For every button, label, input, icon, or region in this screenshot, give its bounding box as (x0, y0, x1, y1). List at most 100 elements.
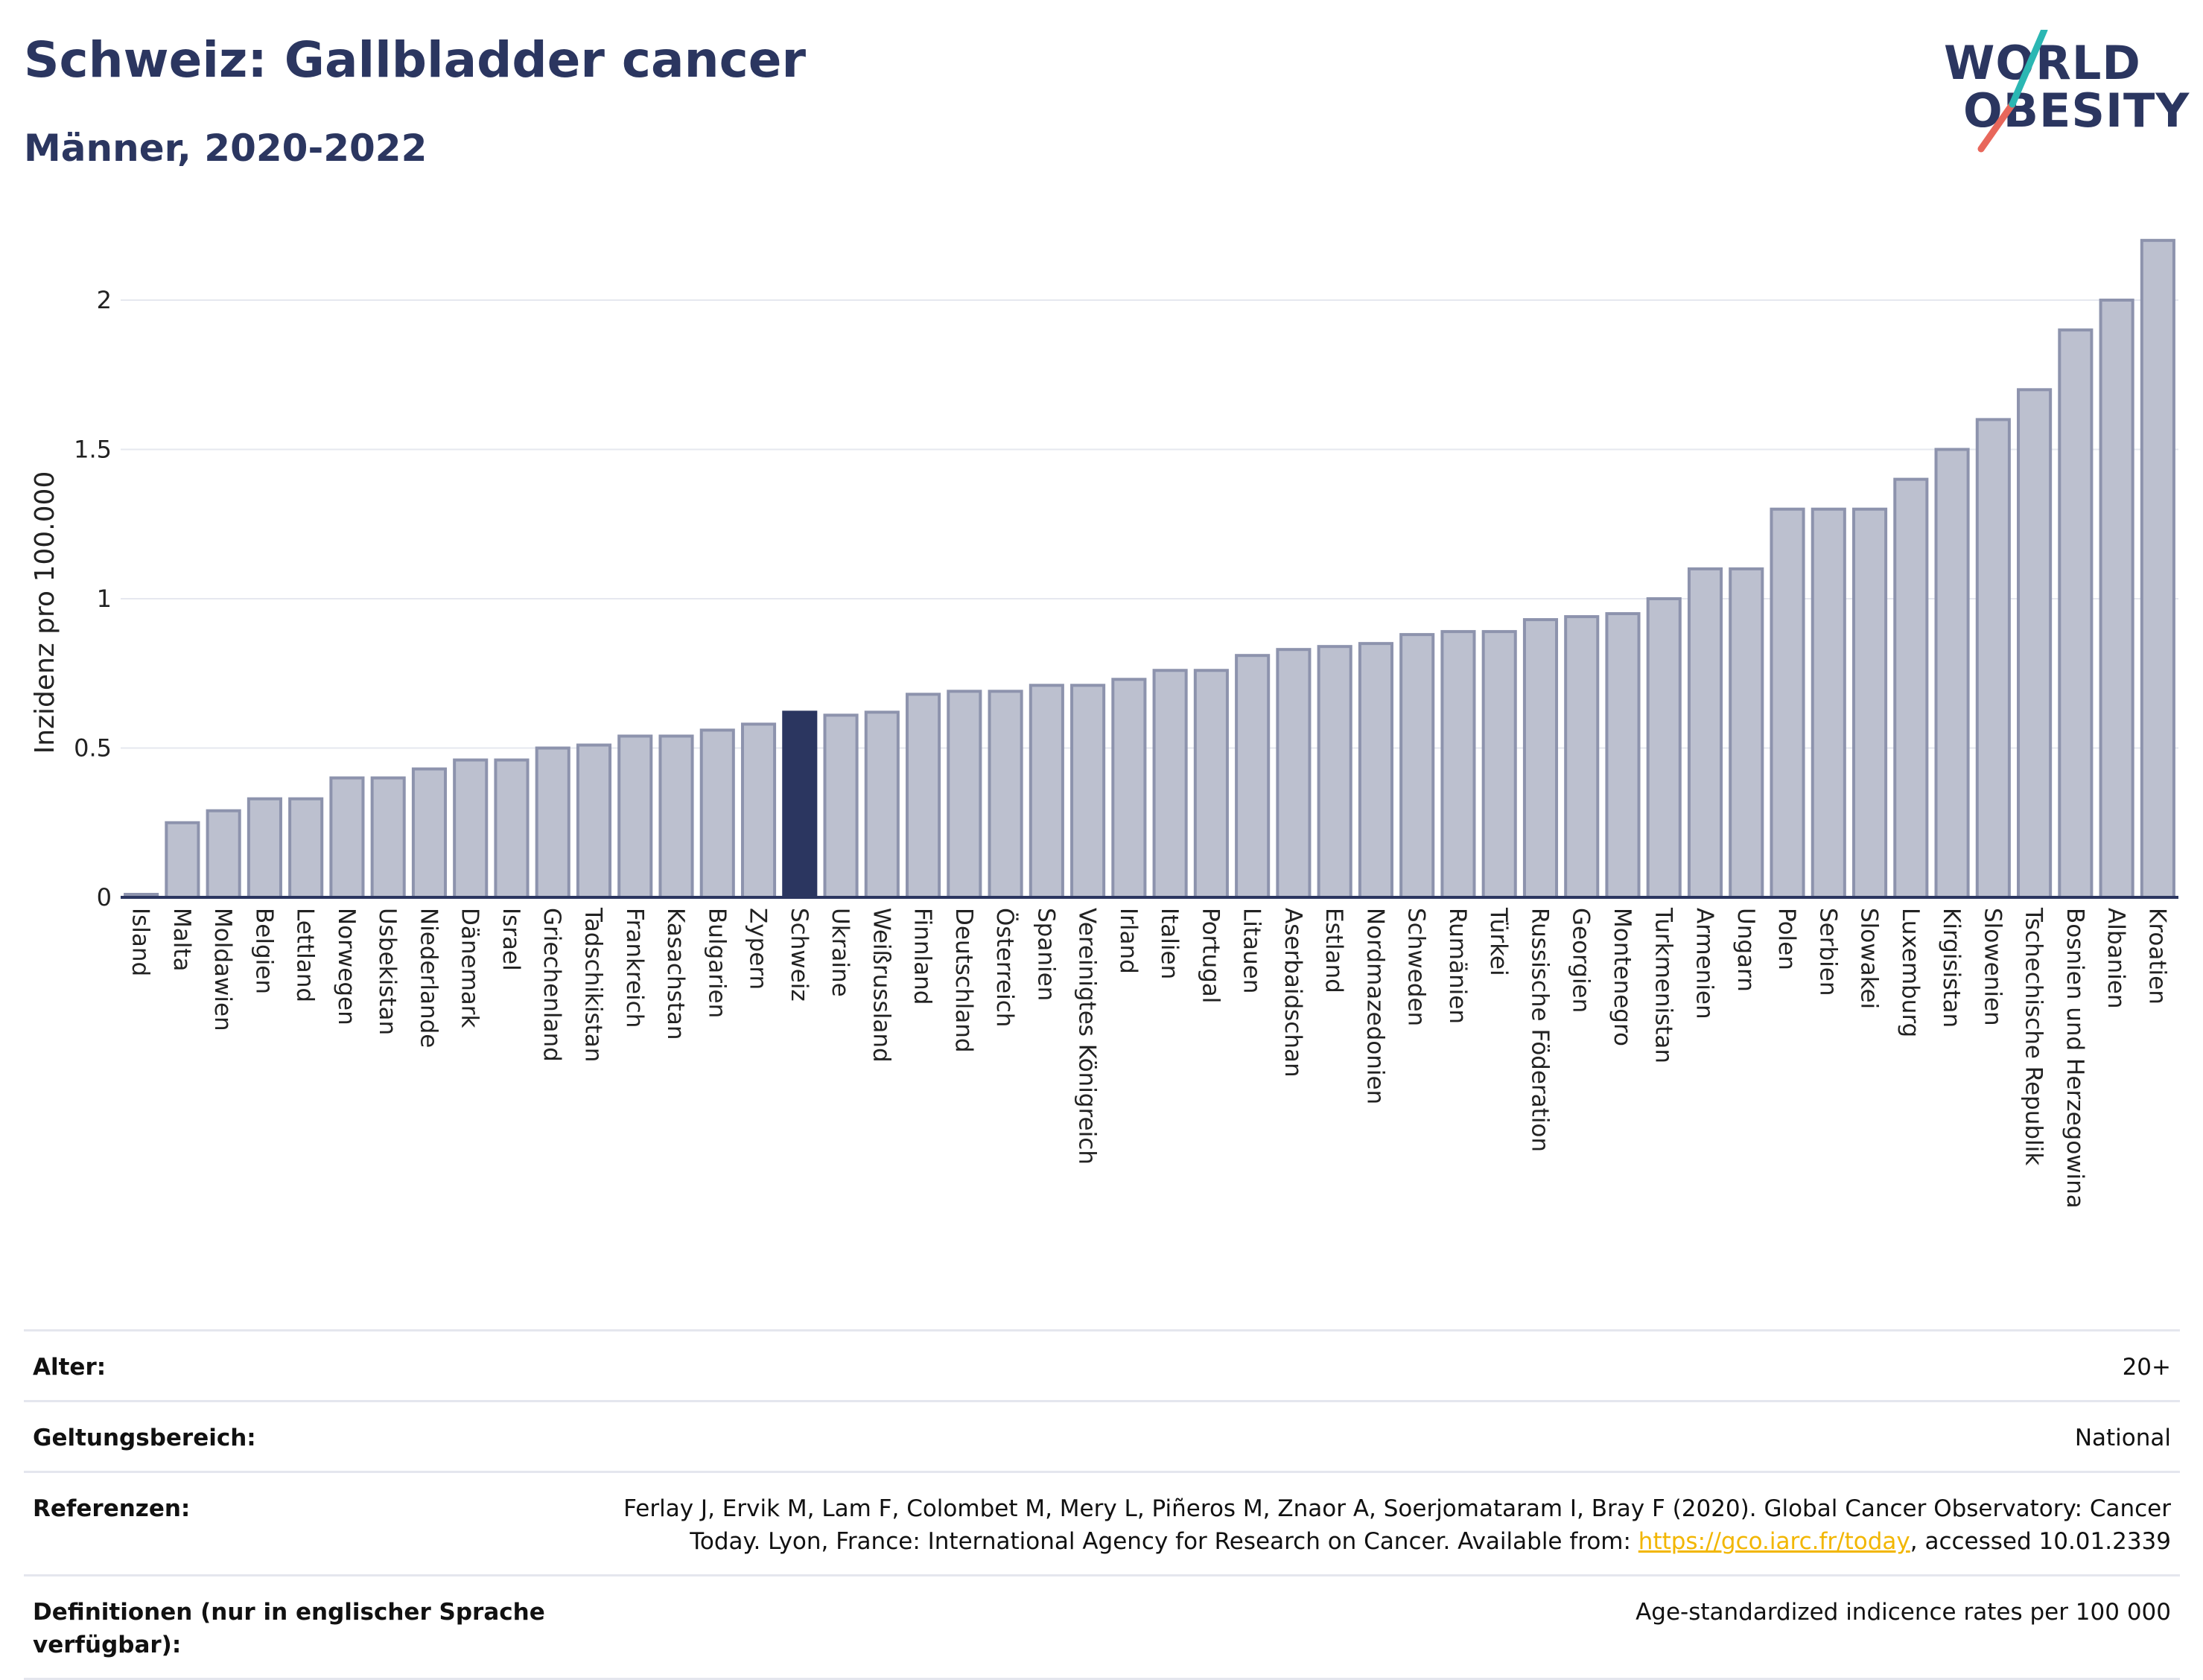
bar (1481, 630, 1517, 899)
x-tick-label: Rumänien (1444, 908, 1471, 1024)
x-tick-label: Norwegen (333, 908, 360, 1025)
chart-title: Schweiz: Gallbladder cancer (24, 31, 807, 89)
x-tick-label: Polen (1773, 908, 1800, 970)
bar (453, 758, 489, 899)
x-tick-label: Kasachstan (662, 908, 689, 1040)
bar (988, 690, 1023, 899)
bar (699, 728, 735, 899)
x-tick-label: Malta (168, 908, 195, 972)
bar (1276, 648, 1312, 899)
bar (1811, 507, 1846, 899)
bar (411, 767, 448, 899)
bar (1358, 642, 1393, 900)
bar (494, 758, 530, 899)
y-axis-title: Inzidenz pro 100.000 (30, 471, 60, 754)
bar (1646, 597, 1682, 899)
bar (288, 797, 324, 899)
bar (1851, 507, 1888, 899)
bar (535, 746, 570, 899)
references-label: Referenzen: (33, 1495, 191, 1522)
info-row-references: Referenzen: Ferlay J, Ervik M, Lam F, Co… (24, 1471, 2180, 1574)
x-tick-label: Frankreich (621, 908, 648, 1028)
x-tick-label: Bosnien und Herzegowina (2061, 908, 2088, 1209)
definitions-label: Definitionen (nur in englischer Sprache … (33, 1599, 545, 1658)
bar (1975, 418, 2011, 899)
bar (1193, 669, 1229, 899)
x-tick-label: Niederlande (415, 908, 442, 1048)
bar (329, 776, 365, 899)
x-tick-label: Israel (497, 908, 524, 971)
bar (906, 693, 941, 899)
x-tick-label: Aserbaidschan (1279, 908, 1306, 1078)
x-tick-label: Usbekistan (374, 908, 401, 1035)
bar (1111, 678, 1147, 900)
definitions-value: Age-standardized indicence rates per 100… (1635, 1599, 2171, 1626)
x-tick-label: Österreich (991, 908, 1019, 1027)
x-tick-label: Luxemburg (1897, 908, 1924, 1037)
x-tick-label: Deutschland (950, 908, 977, 1053)
bar (1235, 654, 1271, 899)
x-tick-label: Russische Föderation (1526, 908, 1553, 1152)
x-tick-label: Turkmenistan (1650, 907, 1676, 1063)
y-tick-label: 1 (97, 585, 112, 613)
x-tick-label: Finnland (909, 908, 936, 1005)
references-link[interactable]: https://gco.iarc.fr/today (1638, 1528, 1910, 1555)
bar (1687, 567, 1723, 900)
bar (206, 809, 241, 900)
bar (1729, 567, 1764, 900)
x-tick-label: Georgien (1568, 908, 1595, 1013)
x-tick-label: Dänemark (457, 908, 483, 1028)
x-tick-label: Slowenien (1979, 908, 2006, 1026)
bar (2017, 388, 2053, 899)
y-tick-label: 0.5 (74, 734, 112, 763)
bar (1029, 684, 1064, 899)
age-label: Alter: (33, 1354, 107, 1381)
bar (1152, 669, 1188, 899)
bar (947, 690, 982, 899)
bar (1317, 645, 1352, 899)
y-tick-label: 1.5 (74, 436, 112, 464)
bar (864, 710, 900, 899)
references-value: Ferlay J, Ervik M, Lam F, Colombet M, Me… (554, 1492, 2171, 1558)
bar (1934, 448, 1970, 899)
bar (1440, 630, 1476, 899)
x-tick-label: Weißrussland (868, 908, 894, 1063)
x-tick-label: Belgien (250, 908, 277, 994)
x-tick-label: Bulgarien (703, 908, 730, 1018)
bar (576, 743, 612, 899)
bar (1522, 618, 1559, 899)
x-tick-label: Slowakei (1856, 908, 1883, 1009)
references-suffix: , accessed 10.01.2339 (1910, 1528, 2171, 1555)
bar (658, 734, 694, 900)
x-tick-label: Lettland (292, 908, 319, 1002)
y-tick-label: 0 (97, 883, 112, 911)
x-tick-label: Türkei (1485, 907, 1512, 976)
scope-value: National (2074, 1425, 2171, 1451)
x-tick-label: Moldawien (209, 908, 236, 1031)
x-tick-label: Armenien (1691, 908, 1718, 1019)
bar (1564, 615, 1600, 899)
x-tick-label: Kroatien (2143, 908, 2170, 1005)
x-tick-label: Griechenland (538, 908, 565, 1062)
bar-highlight (782, 710, 818, 899)
x-tick-label: Tschechische Republik (2021, 907, 2047, 1165)
y-tick-label: 2 (97, 286, 112, 314)
x-tick-label: Ungarn (1732, 908, 1759, 992)
x-tick-label: Schweden (1403, 908, 1430, 1026)
bar (2140, 238, 2175, 900)
bar (1399, 633, 1435, 899)
world-obesity-logo: WORLD OBESITY (1944, 30, 2189, 164)
bar (617, 734, 653, 900)
x-tick-label: Serbien (1814, 908, 1841, 996)
references-text: Ferlay J, Ervik M, Lam F, Colombet M, Me… (623, 1495, 2171, 1555)
x-tick-label: Portugal (1197, 908, 1224, 1003)
x-tick-label: Island (127, 908, 154, 976)
info-row-age: Alter: 20+ (24, 1329, 2180, 1400)
logo-slash-icon (1977, 30, 2048, 153)
logo-word-world: WORLD (1944, 36, 2141, 90)
bar-chart: 0 0.5 1 1.5 2 Inzidenz pro 100.000 Island Malta… (30, 238, 2178, 1209)
bar (370, 776, 406, 899)
x-tick-label: Kirgisistan (1938, 908, 1965, 1028)
bar (1070, 684, 1106, 899)
bar (740, 722, 777, 899)
